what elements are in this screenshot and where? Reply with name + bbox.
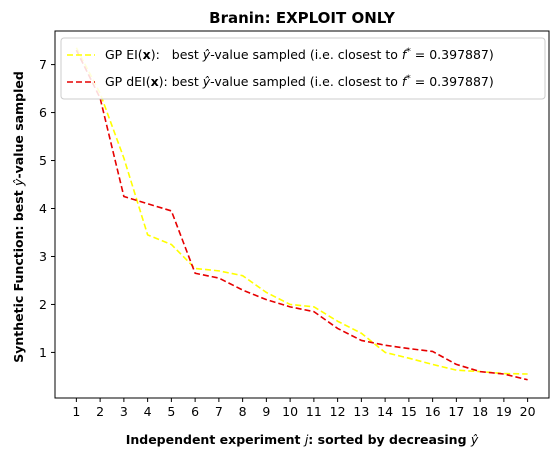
y-axis-ticks: 1 2 3 4 5 6 7 xyxy=(39,57,55,360)
x-tick-label: 19 xyxy=(496,404,512,419)
y-tick-label: 2 xyxy=(39,297,47,312)
plot-frame xyxy=(54,30,550,399)
legend-label-ei: GP EI(x): best ŷ-value sampled (i.e. clo… xyxy=(105,47,494,62)
y-tick-label: 5 xyxy=(39,153,47,168)
x-tick-label: 6 xyxy=(191,404,199,419)
x-tick-label: 8 xyxy=(239,404,247,419)
x-tick-label: 16 xyxy=(425,404,441,419)
x-tick-label: 7 xyxy=(215,404,223,419)
x-tick-label: 18 xyxy=(472,404,488,419)
x-tick-label: 9 xyxy=(262,404,270,419)
x-tick-label: 1 xyxy=(72,404,80,419)
y-tick-label: 1 xyxy=(39,345,47,360)
x-axis-ticks: 1 2 3 4 5 6 7 8 9 10 11 12 13 14 15 16 17 18 19 20 xyxy=(72,398,536,419)
x-tick-label: 2 xyxy=(96,404,104,419)
x-tick-label: 13 xyxy=(353,404,369,419)
y-tick-label: 3 xyxy=(39,249,47,264)
x-tick-label: 20 xyxy=(520,404,536,419)
x-tick-label: 3 xyxy=(120,404,128,419)
series-line-dei xyxy=(75,49,528,381)
y-tick-label: 4 xyxy=(39,201,47,216)
x-tick-label: 12 xyxy=(330,404,346,419)
x-tick-label: 17 xyxy=(448,404,464,419)
x-tick-label: 10 xyxy=(282,404,298,419)
legend: GP EI(x): best ŷ-value sampled (i.e. clo… xyxy=(60,37,546,100)
legend-frame xyxy=(60,37,546,100)
chart-title: Branin: EXPLOIT ONLY xyxy=(209,9,396,27)
y-tick-label: 6 xyxy=(39,105,47,120)
x-tick-label: 11 xyxy=(306,404,322,419)
x-tick-label: 15 xyxy=(401,404,417,419)
y-axis-label: Synthetic Function: best ŷ-value sampled xyxy=(11,71,26,363)
series-layer xyxy=(75,47,528,381)
x-axis-label: Independent experiment j: sorted by decr… xyxy=(126,432,479,447)
x-tick-label: 14 xyxy=(377,404,393,419)
y-tick-label: 7 xyxy=(39,57,47,72)
x-tick-label: 5 xyxy=(167,404,175,419)
series-line-ei xyxy=(75,47,528,375)
x-tick-label: 4 xyxy=(144,404,152,419)
legend-label-dei: GP dEI(x): best ŷ-value sampled (i.e. cl… xyxy=(105,74,494,89)
